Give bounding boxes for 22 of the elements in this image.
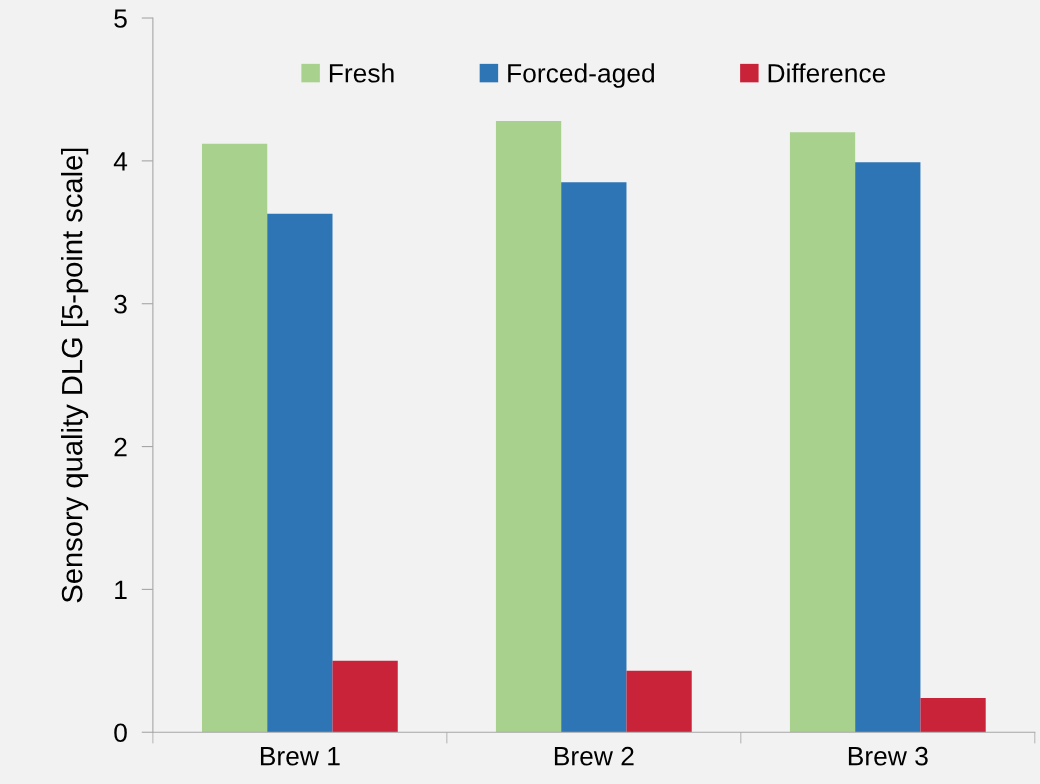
bar <box>201 143 268 733</box>
x-tick-label: Brew 1 <box>260 747 340 766</box>
bar <box>626 670 692 733</box>
bar <box>789 132 856 733</box>
legend-label: Forced-aged <box>508 63 654 88</box>
x-tick-label: Brew 2 <box>554 746 634 766</box>
x-tick-label: Brew 3 <box>848 746 928 766</box>
y-tick-label: 3 <box>114 294 127 314</box>
y-tick-label: 4 <box>113 152 128 171</box>
bar <box>855 162 921 733</box>
bar <box>332 660 398 733</box>
legend-label: Difference <box>768 63 886 83</box>
legend-label: Fresh <box>329 63 394 83</box>
y-tick-label: 2 <box>114 437 127 457</box>
bar <box>495 120 562 733</box>
y-tick-label: 1 <box>115 580 127 599</box>
y-tick-label: 0 <box>114 723 127 743</box>
bar <box>920 697 986 733</box>
bar <box>267 213 333 733</box>
y-axis-title: Sensory quality DLG [5-point scale] <box>61 148 89 603</box>
bar <box>561 182 627 733</box>
y-tick-label: 5 <box>114 9 127 28</box>
